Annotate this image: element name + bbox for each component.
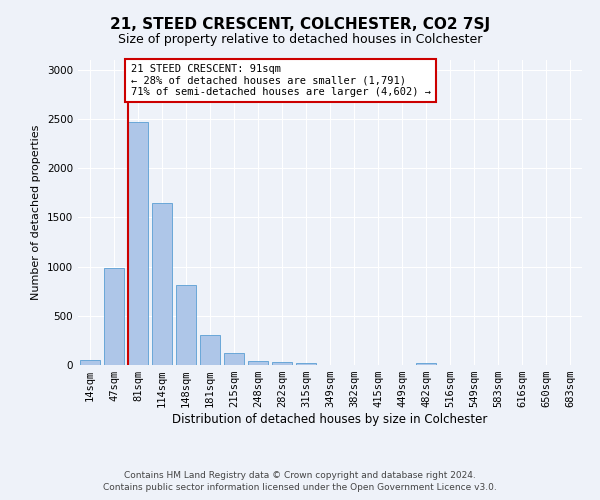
- Bar: [80, 360, 100, 365]
- Y-axis label: Number of detached properties: Number of detached properties: [31, 125, 41, 300]
- Bar: [416, 362, 436, 365]
- Text: Contains HM Land Registry data © Crown copyright and database right 2024.
Contai: Contains HM Land Registry data © Crown c…: [103, 471, 497, 492]
- Bar: [176, 286, 196, 365]
- Bar: [272, 362, 292, 365]
- Bar: [200, 336, 220, 365]
- Text: Size of property relative to detached houses in Colchester: Size of property relative to detached ho…: [118, 32, 482, 46]
- Bar: [104, 268, 124, 365]
- X-axis label: Distribution of detached houses by size in Colchester: Distribution of detached houses by size …: [172, 413, 488, 426]
- Text: 21, STEED CRESCENT, COLCHESTER, CO2 7SJ: 21, STEED CRESCENT, COLCHESTER, CO2 7SJ: [110, 18, 490, 32]
- Bar: [296, 362, 316, 365]
- Bar: [152, 202, 172, 365]
- Bar: [128, 122, 148, 365]
- Bar: [224, 352, 244, 365]
- Text: 21 STEED CRESCENT: 91sqm
← 28% of detached houses are smaller (1,791)
71% of sem: 21 STEED CRESCENT: 91sqm ← 28% of detach…: [131, 64, 431, 97]
- Bar: [248, 360, 268, 365]
